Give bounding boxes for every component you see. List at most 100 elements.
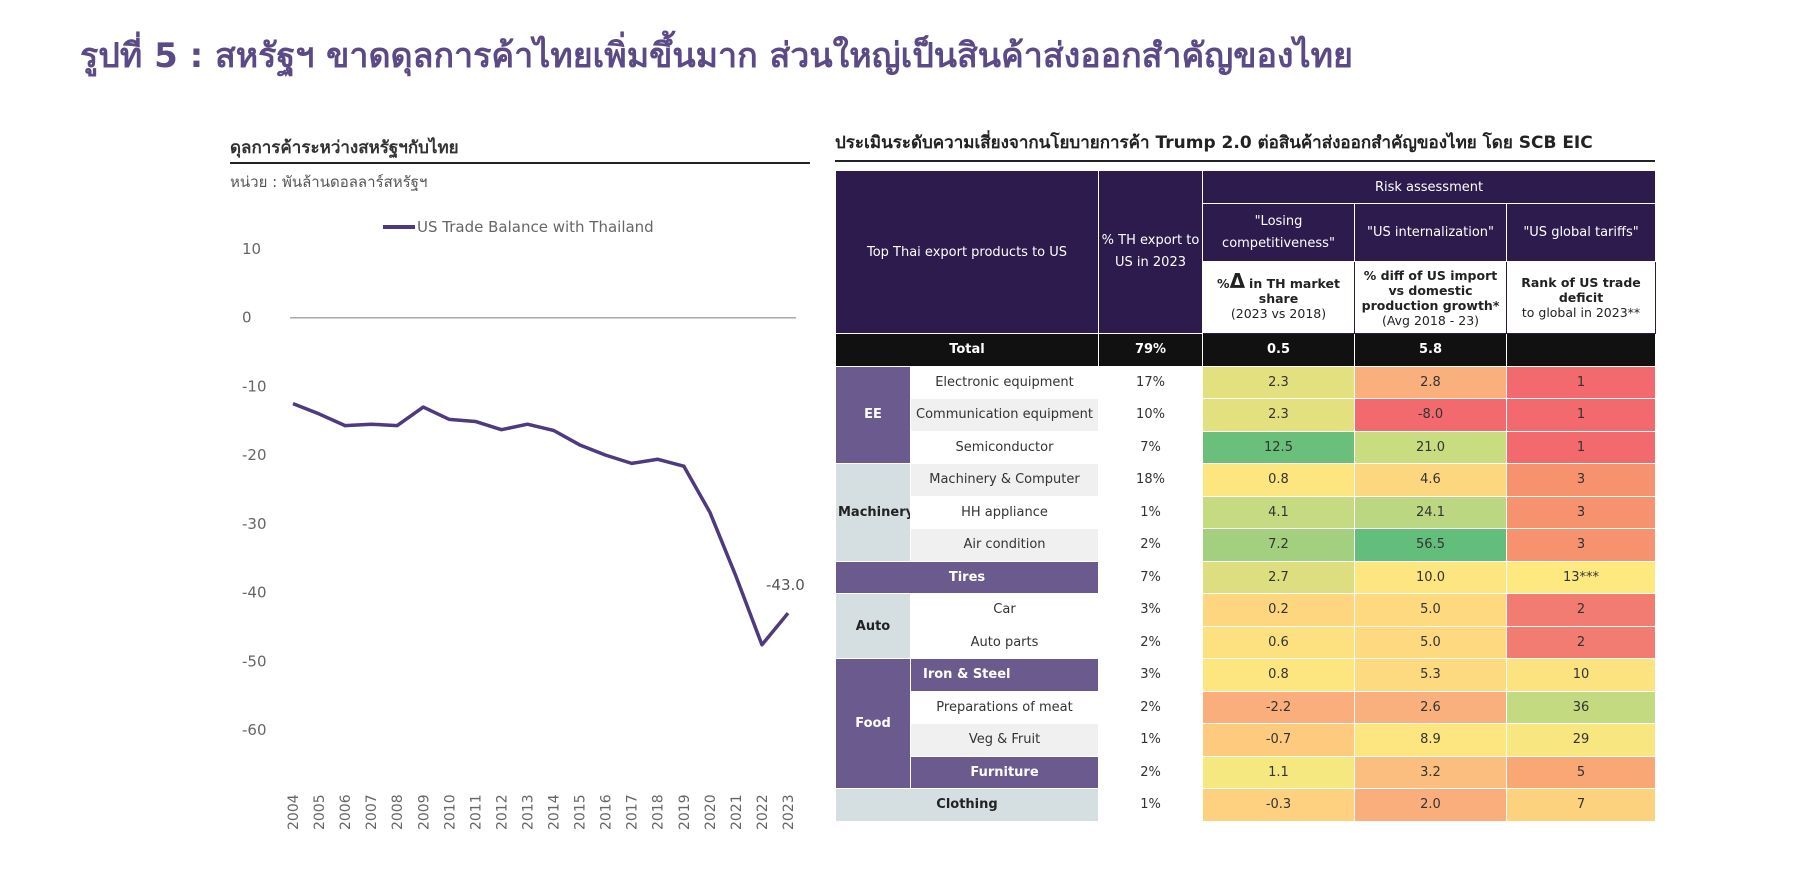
delta-icon: Δ [1229,269,1246,293]
header-products: Top Thai export products to US [835,170,1099,334]
row-share: 7% [1098,560,1203,594]
total-v2: 5.8 [1354,333,1507,367]
row-v3: 10 [1505,658,1657,692]
data-label: -43.0 [766,576,805,594]
header-sub-tariffs: Rank of US trade deficit to global in 20… [1505,261,1657,334]
row-v3: 7 [1505,788,1657,822]
table-row-total: Total 79% 0.5 5.8 [835,333,1657,367]
row-v2: 5.0 [1354,625,1507,659]
table-title: ประเมินระดับความเสี่ยงจากนโยบายการค้า Tr… [835,133,1593,153]
row-v1: -2.2 [1202,690,1355,724]
row-v2: 21.0 [1354,430,1507,464]
row-v2: 2.0 [1354,788,1507,822]
row-item: Clothing [835,788,1099,822]
row-v1: 1.1 [1202,755,1355,789]
risk-table-panel: ประเมินระดับความเสี่ยงจากนโยบายการค้า Tr… [835,130,1657,822]
x-tick-label: 2021 [729,794,745,830]
x-tick-label: 2015 [573,794,589,830]
row-v3: 2 [1505,625,1657,659]
sub-losing-period: (2023 vs 2018) [1230,306,1327,321]
chart-title-rule [230,162,810,164]
row-v3: 1 [1505,430,1657,464]
row-v3: 29 [1505,723,1657,757]
table-row: Furniture 2% 1.1 3.2 5 [836,755,1657,789]
row-v1: 12.5 [1202,430,1355,464]
legend-label: US Trade Balance with Thailand [417,218,654,236]
x-tick-label: 2004 [286,794,302,830]
row-v1: 2.3 [1202,398,1355,432]
chart-svg: 10 0 -10 -20 -30 -40 -50 -60 2004 2005 2006 2007 200… [242,218,805,830]
x-tick-label: 2008 [390,794,406,830]
table-row: Communication equipment 10% 2.3 -8.0 1 [836,398,1657,432]
row-item: Electronic equipment [910,365,1099,399]
trade-balance-chart: ดุลการค้าระหว่างสหรัฐฯกับไทย หน่วย : พัน… [230,130,810,850]
x-tick-label: 2005 [312,794,328,830]
row-v1: 2.3 [1202,365,1355,399]
table-row: Semiconductor 7% 12.5 21.0 1 [836,430,1657,464]
row-v2: 5.0 [1354,593,1507,627]
y-tick-label: -50 [242,652,267,670]
row-v3: 3 [1505,528,1657,562]
header-sub-internalization: % diff of US import vs domestic producti… [1354,261,1507,334]
row-item: Communication equipment [910,398,1099,432]
row-v3: 1 [1505,365,1657,399]
risk-table: Top Thai export products to US % TH expo… [835,170,1657,822]
x-tick-label: 2006 [338,794,354,830]
row-v1: 0.6 [1202,625,1355,659]
chart-title: ดุลการค้าระหว่างสหรัฐฯกับไทย [230,138,459,158]
x-tick-label: 2023 [781,794,797,830]
row-item: Auto parts [910,625,1099,659]
sub-tariffs-period: to global in 2023** [1521,305,1641,320]
row-share: 3% [1098,593,1203,627]
header-share: % TH export to US in 2023 [1098,170,1203,334]
page-title: รูปที่ 5 : สหรัฐฯ ขาดดุลการค้าไทยเพิ่มขึ… [80,36,1353,76]
group-machinery: Machinery [835,463,911,562]
row-v3: 2 [1505,593,1657,627]
y-tick-label: 10 [242,240,261,258]
group-auto: Auto [835,593,911,659]
table-row: Auto Car 3% 0.2 5.0 2 [835,593,1657,659]
x-tick-label: 2018 [651,794,667,830]
row-share: 2% [1098,690,1203,724]
header-losing: "Losing competitiveness" [1202,203,1355,262]
row-share: 1% [1098,723,1203,757]
sub-tariffs-label: Rank of US trade deficit [1521,275,1641,305]
row-v1: 0.8 [1202,463,1355,497]
row-item: Iron & Steel [910,658,1099,692]
row-v1: 0.8 [1202,658,1355,692]
row-item: Air condition [910,528,1099,562]
table-row: EE Electronic equipment 17% 2.3 2.8 1 [835,365,1657,464]
x-tick-label: 2019 [677,794,693,830]
row-v3: 3 [1505,495,1657,529]
row-share: 1% [1098,495,1203,529]
row-v3: 5 [1505,755,1657,789]
row-v2: 10.0 [1354,560,1507,594]
row-share: 17% [1098,365,1203,399]
table-row: Veg & Fruit 1% -0.7 8.9 29 [836,723,1657,757]
row-share: 3% [1098,658,1203,692]
sub-losing-label: in TH market share [1249,276,1340,306]
row-v2: 8.9 [1354,723,1507,757]
row-v2: 56.5 [1354,528,1507,562]
row-v2: 2.8 [1354,365,1507,399]
row-share: 2% [1098,528,1203,562]
table-row: Tires 7% 2.7 10.0 13*** [835,560,1657,594]
row-item: Furniture [910,755,1099,789]
x-tick-label: 2013 [520,794,536,830]
row-share: 18% [1098,463,1203,497]
x-tick-label: 2014 [547,794,563,830]
row-v3: 3 [1505,463,1657,497]
row-v1: 7.2 [1202,528,1355,562]
series-line [292,401,790,647]
x-tick-label: 2022 [755,794,771,830]
header-tariffs: "US global tariffs" [1505,203,1657,262]
row-v3: 13*** [1505,560,1657,594]
row-item: Tires [835,560,1099,594]
x-tick-label: 2007 [364,794,380,830]
row-v1: 2.7 [1202,560,1355,594]
x-tick-label: 2010 [442,794,458,830]
row-item: HH appliance [910,495,1099,529]
group-food: Food [835,658,911,789]
row-v2: 4.6 [1354,463,1507,497]
chart-unit: หน่วย : พันล้านดอลลาร์สหรัฐฯ [230,173,428,191]
